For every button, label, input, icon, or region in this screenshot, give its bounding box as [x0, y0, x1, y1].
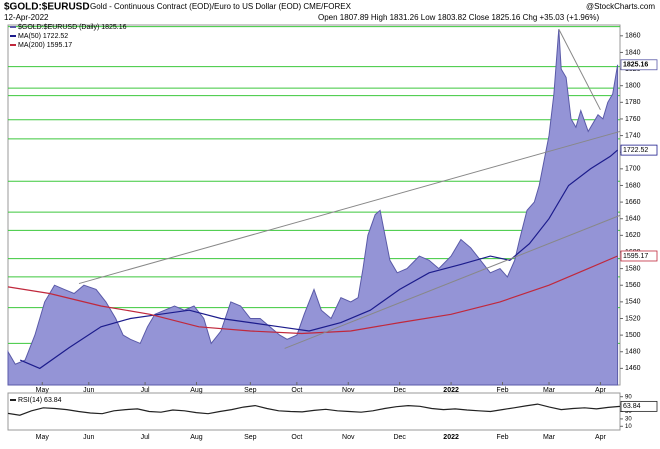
last-value-box [620, 400, 658, 412]
legend-entry: MA(200) 1595.17 [18, 42, 72, 49]
y-tick-label: 1500 [625, 332, 641, 339]
y-tick-label: 50 [625, 409, 632, 415]
legend-entry: RSI(14) 63.84 [18, 397, 62, 404]
x-tick-label: Feb [496, 387, 508, 394]
x-tick-label: 2022 [443, 387, 459, 394]
y-tick-label: 1840 [625, 49, 641, 56]
x-tick-label: Apr [595, 387, 607, 394]
x-tick-label: Nov [342, 387, 355, 394]
x-tick-label: Feb [496, 434, 508, 441]
last-value-label: 1722.52 [623, 147, 648, 154]
y-tick-label: 1780 [625, 99, 641, 106]
y-tick-label: 1480 [625, 349, 641, 356]
x-tick-label: Mar [543, 387, 556, 394]
y-tick-label: 1460 [625, 365, 641, 372]
description: Gold - Continuous Contract (EOD)/Euro to… [90, 2, 352, 11]
last-value-box [620, 59, 658, 71]
x-tick-label: Jul [141, 387, 150, 394]
y-tick-label: 1560 [625, 282, 641, 289]
x-tick-label: May [36, 387, 50, 394]
y-tick-label: 1680 [625, 182, 641, 189]
x-tick-label: 2022 [443, 434, 459, 441]
y-tick-label: 1580 [625, 265, 641, 272]
legend-entry: MA(50) 1722.52 [18, 33, 68, 40]
trendline [284, 214, 621, 349]
x-tick-label: Dec [393, 387, 406, 394]
trendline [78, 130, 621, 285]
y-tick-label: 1660 [625, 199, 641, 206]
x-tick-label: Apr [595, 434, 607, 441]
quote: Open 1807.89 High 1831.26 Low 1803.82 Cl… [318, 13, 599, 22]
x-tick-label: Aug [190, 387, 203, 394]
last-value-label: 63.84 [623, 403, 641, 410]
price-area [7, 29, 619, 386]
y-tick-label: 1860 [625, 33, 641, 40]
symbol: $GOLD:$EURUSD [4, 2, 90, 13]
last-value-label: 1825.16 [623, 62, 648, 69]
y-tick-label: 1700 [625, 166, 641, 173]
x-tick-label: Aug [190, 434, 203, 441]
x-tick-label: Oct [291, 387, 302, 394]
y-tick-label: 90 [625, 394, 632, 400]
y-tick-label: 30 [625, 416, 632, 422]
y-tick-label: 1620 [625, 232, 641, 239]
y-tick-label: 1740 [625, 132, 641, 139]
y-tick-label: 1800 [625, 83, 641, 90]
trendline [558, 28, 601, 111]
y-tick-label: 10 [625, 424, 632, 430]
x-tick-label: May [36, 434, 50, 441]
x-tick-label: Mar [543, 434, 556, 441]
last-value-box [620, 144, 658, 156]
date: 12-Apr-2022 [4, 13, 49, 22]
x-tick-label: Jun [83, 387, 94, 394]
y-tick-label: 1540 [625, 299, 641, 306]
x-tick-label: Oct [291, 434, 302, 441]
legend-entry: $GOLD:$EURUSD (Daily) 1825.16 [18, 24, 127, 31]
x-tick-label: Sep [244, 387, 257, 394]
x-tick-label: Jun [83, 434, 94, 441]
x-tick-label: Jul [141, 434, 150, 441]
x-tick-label: Nov [342, 434, 355, 441]
last-value-box [620, 250, 658, 262]
y-tick-label: 1520 [625, 315, 641, 322]
y-tick-label: 1640 [625, 216, 641, 223]
x-tick-label: Dec [393, 434, 406, 441]
source: @StockCharts.com [586, 2, 655, 11]
series-line [19, 149, 618, 370]
last-value-label: 1595.17 [623, 253, 648, 260]
y-tick-label: 1760 [625, 116, 641, 123]
x-tick-label: Sep [244, 434, 257, 441]
series-line [7, 403, 621, 416]
